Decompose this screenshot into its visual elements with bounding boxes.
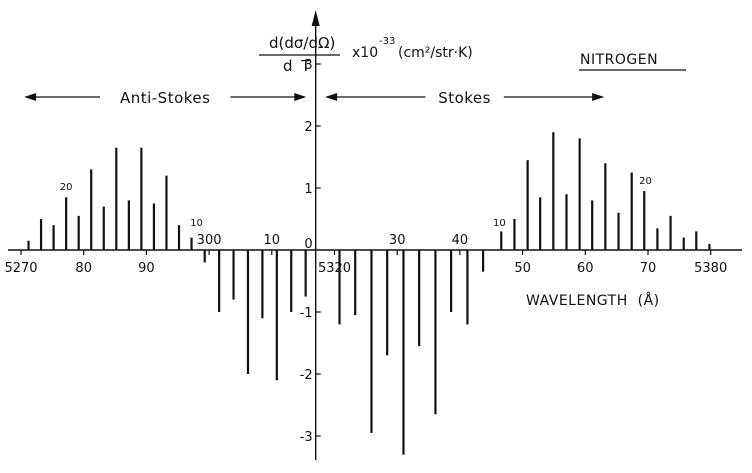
y-tick-label-2: 1	[304, 182, 312, 197]
region-arrow-left-icon-1	[325, 93, 338, 101]
x-inner-label-3: 40	[452, 233, 469, 248]
bars-group	[27, 132, 711, 455]
region-arrow-right-icon-0	[294, 93, 307, 101]
x-tick-label-3: 5320	[318, 261, 351, 276]
x-tick-label-1: 80	[75, 261, 92, 276]
x-ticks-group: 5270 80 90 5320 50 60 70 5380 300 10 30 40	[4, 233, 727, 276]
ylabel-units: (cm²/str·K)	[398, 45, 473, 61]
region-arrow-left-icon-0	[24, 93, 37, 101]
region-label-0: Anti-Stokes	[120, 89, 211, 107]
ylabel-denominator: d T	[283, 57, 312, 75]
y-tick-label-0: 3	[304, 58, 312, 73]
x-inner-label-2: 30	[389, 233, 406, 248]
annotations-group: 20 10 10 20	[60, 176, 652, 229]
ylabel-exponent: -33	[379, 36, 395, 47]
x-tick-label-4: 50	[514, 261, 531, 276]
x-tick-label-5: 60	[577, 261, 594, 276]
annotation-0: 20	[60, 182, 73, 193]
x-tick-label-6: 70	[640, 261, 657, 276]
y-tick-label-5: -2	[300, 368, 313, 383]
x-inner-label-0: 300	[197, 233, 222, 248]
ylabel-multiplier: x10	[352, 45, 378, 61]
y-ticks-group: 3 2 1 0 -1 -2 -3	[300, 58, 321, 445]
y-tick-label-6: -3	[300, 430, 313, 445]
x-tick-label-2: 90	[138, 261, 155, 276]
annotation-2: 10	[493, 218, 506, 229]
ylabel-numerator: d(dσ/dΩ)	[269, 34, 335, 52]
y-tick-label-1: 2	[304, 120, 312, 135]
region-label-1: Stokes	[438, 89, 491, 107]
annotation-1: 10	[190, 218, 203, 229]
region-arrow-right-icon-1	[592, 93, 605, 101]
x-tick-label-7: 5380	[694, 261, 727, 276]
y-axis-arrow-icon	[311, 10, 320, 26]
x-inner-label-1: 10	[264, 233, 281, 248]
annotation-3: 20	[639, 176, 652, 187]
chart-title: NITROGEN	[580, 52, 658, 68]
y-tick-label-4: -1	[300, 306, 313, 321]
region-arrows-group: Anti-Stokes Stokes	[24, 89, 605, 107]
x-tick-label-0: 5270	[4, 261, 37, 276]
x-axis-label: WAVELENGTH (Å)	[526, 292, 660, 309]
y-tick-label-3: 0	[304, 237, 312, 252]
